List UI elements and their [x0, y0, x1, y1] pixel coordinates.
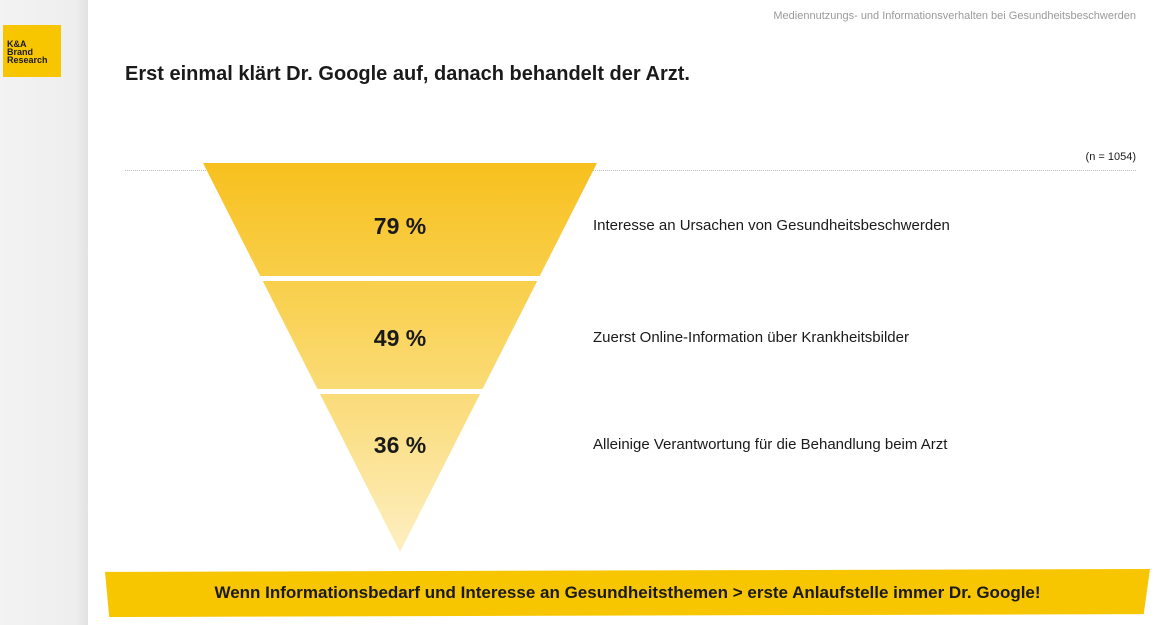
- brand-logo: K&A Brand Research: [3, 25, 61, 77]
- funnel-stage-label-2: Zuerst Online-Information über Krankheit…: [593, 329, 909, 346]
- slide-subject: Mediennutzungs- und Informationsverhalte…: [773, 10, 1136, 22]
- funnel-segment-1: [203, 163, 597, 276]
- slide-headline: Erst einmal klärt Dr. Google auf, danach…: [125, 63, 690, 85]
- funnel-stage-label-1: Interesse an Ursachen von Gesundheitsbes…: [593, 217, 950, 234]
- funnel-value-3: 36 %: [374, 432, 426, 458]
- funnel-stage-label-3: Alleinige Verantwortung für die Behandlu…: [593, 436, 948, 453]
- conclusion-banner-text: Wenn Informationsbedarf und Interesse an…: [214, 583, 1041, 602]
- sidebar: K&A Brand Research: [0, 0, 88, 625]
- funnel-segment-3: [319, 394, 481, 552]
- logo-line-2: Brand: [7, 47, 34, 57]
- conclusion-banner: [105, 569, 1150, 617]
- funnel-value-1: 79 %: [374, 213, 426, 239]
- dotted-divider: [125, 170, 1136, 171]
- funnel-segment-2: [262, 281, 538, 389]
- funnel-value-2: 49 %: [374, 325, 426, 351]
- logo-line-1: K&A: [7, 39, 27, 49]
- logo-line-3: Research: [7, 55, 48, 65]
- sample-size-note: (n = 1054): [1085, 151, 1136, 163]
